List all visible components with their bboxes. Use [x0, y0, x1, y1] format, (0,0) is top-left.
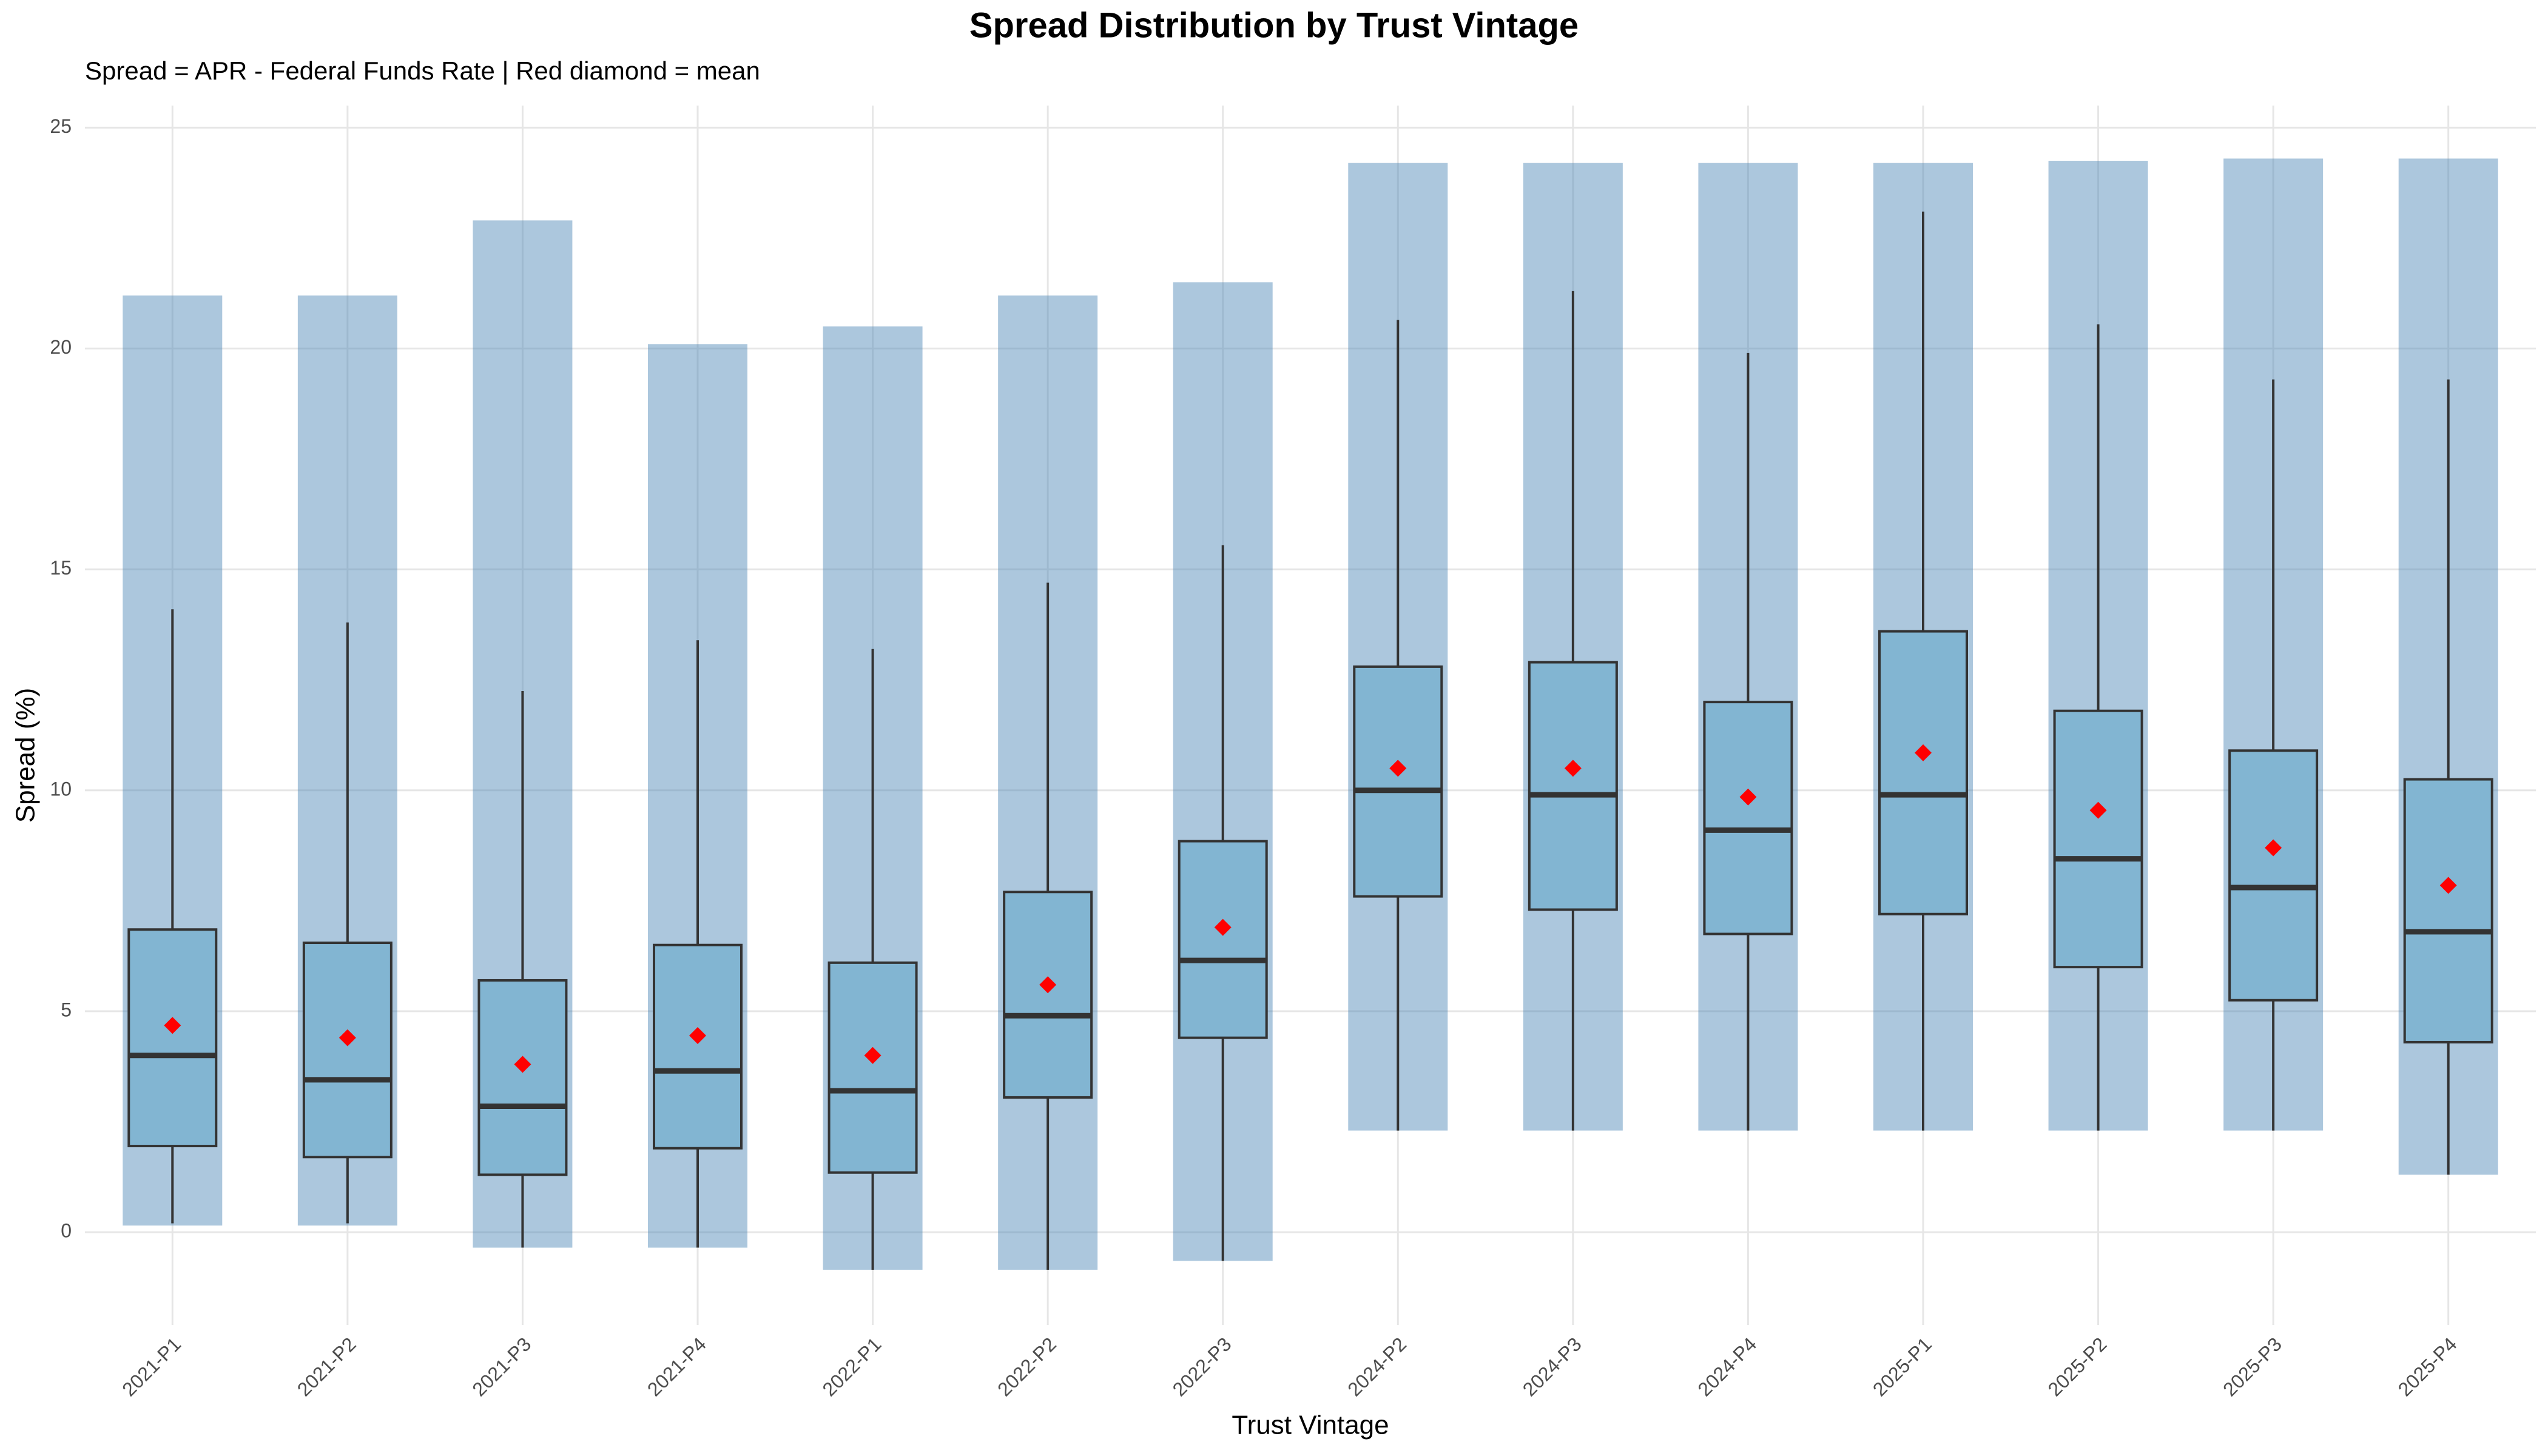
y-tick-label: 25: [50, 115, 72, 137]
x-axis-title: Trust Vintage: [1232, 1410, 1389, 1440]
mean-marker: [514, 1056, 531, 1073]
mean-marker: [2439, 877, 2457, 894]
mean-marker: [2265, 839, 2282, 857]
x-tick-label: 2022-P3: [1168, 1333, 1236, 1400]
chart-subtitle: Spread = APR - Federal Funds Rate | Red …: [85, 56, 760, 85]
mean-marker: [1214, 918, 1232, 936]
mean-marker: [1564, 760, 1582, 777]
box: [1703, 701, 1793, 935]
mean-marker: [1915, 744, 1932, 761]
y-tick-label: 10: [50, 778, 72, 800]
chart-title: Spread Distribution by Trust Vintage: [969, 5, 1579, 45]
box: [827, 961, 918, 1174]
y-tick-label: 0: [61, 1220, 72, 1242]
box: [1353, 665, 1443, 898]
box: [653, 943, 743, 1150]
box: [127, 928, 218, 1148]
x-tick-label: 2021-P1: [118, 1333, 185, 1400]
y-axis-title: Spread (%): [11, 688, 41, 823]
box: [1878, 630, 1968, 915]
mean-marker: [864, 1046, 881, 1064]
x-tick-label: 2025-P1: [1869, 1333, 1936, 1400]
x-tick-label: 2021-P3: [468, 1333, 535, 1400]
box: [302, 942, 393, 1159]
mean-marker: [339, 1029, 356, 1046]
x-tick-label: 2022-P2: [993, 1333, 1060, 1400]
x-tick-label: 2025-P3: [2219, 1333, 2286, 1400]
mean-marker: [164, 1017, 181, 1034]
box: [1178, 840, 1268, 1039]
box: [477, 979, 568, 1176]
mean-marker: [689, 1026, 706, 1044]
mean-marker: [1389, 760, 1407, 777]
y-tick-label: 20: [50, 336, 72, 358]
x-tick-label: 2024-P4: [1693, 1333, 1761, 1400]
box: [2053, 709, 2143, 969]
x-tick-label: 2025-P2: [2043, 1333, 2111, 1400]
box: [1003, 891, 1093, 1099]
x-tick-label: 2021-P4: [643, 1333, 710, 1400]
mean-marker: [2089, 801, 2107, 819]
mean-marker: [1739, 788, 1757, 806]
x-tick-label: 2025-P4: [2394, 1333, 2461, 1400]
x-tick-label: 2024-P2: [1343, 1333, 1410, 1400]
y-tick-label: 15: [50, 557, 72, 579]
x-tick-label: 2022-P1: [818, 1333, 885, 1400]
box: [2228, 749, 2319, 1002]
x-tick-label: 2024-P3: [1518, 1333, 1586, 1400]
x-tick-label: 2021-P2: [293, 1333, 360, 1400]
box: [1528, 661, 1618, 911]
box: [2403, 778, 2493, 1043]
mean-marker: [1039, 976, 1057, 994]
y-tick-label: 5: [61, 999, 72, 1020]
